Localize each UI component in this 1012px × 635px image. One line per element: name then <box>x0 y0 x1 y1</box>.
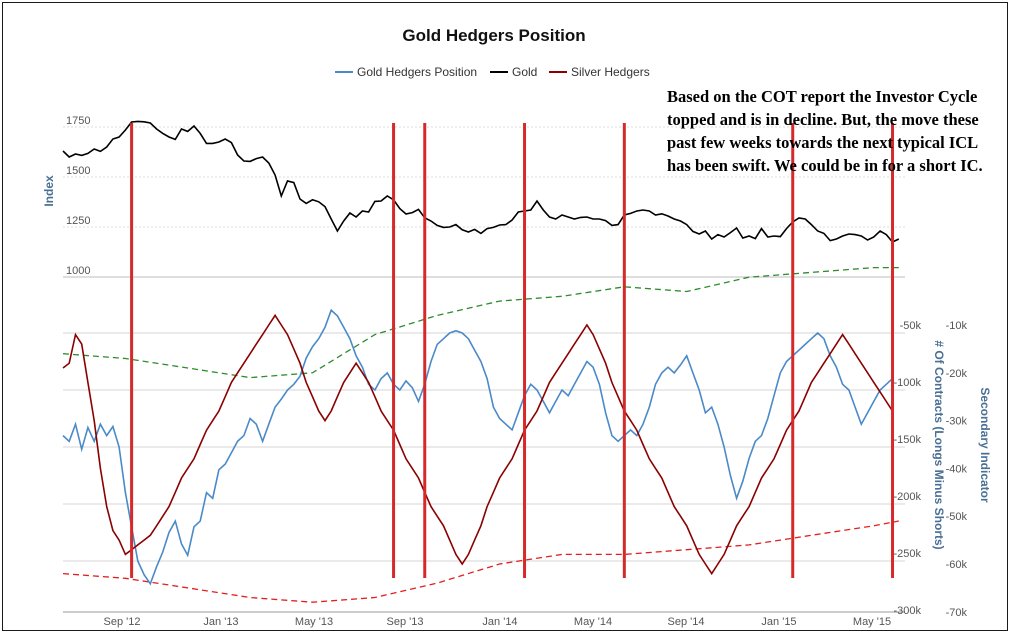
x-tick-label: May '15 <box>853 616 891 628</box>
legend: Gold Hedgers Position Gold Silver Hedger… <box>335 65 650 79</box>
secondary-tick-label: -50k <box>946 511 968 523</box>
secondary-tick-label: -70k <box>946 607 968 619</box>
series-gold-hedgers-position <box>62 308 894 586</box>
index-tick-label: 1000 <box>66 265 90 277</box>
chart-svg: Gold Hedgers Position Gold Hedgers Posit… <box>42 26 992 628</box>
x-tick-label: Jan '14 <box>482 616 517 628</box>
series-layer <box>62 120 900 603</box>
secondary-tick-label: -10k <box>946 320 968 332</box>
x-tick-label: May '13 <box>295 616 333 628</box>
index-tick-label: 1500 <box>66 165 90 177</box>
contracts-tick-label: -300k <box>893 605 921 617</box>
contracts-tick-label: -50k <box>900 320 922 332</box>
x-tick-label: Sep '12 <box>104 616 141 628</box>
x-tick-label: Jan '13 <box>203 616 238 628</box>
legend-silver-hedgers: Silver Hedgers <box>571 65 650 79</box>
series-silver-hedgers <box>62 313 894 576</box>
x-tick-label: May '14 <box>574 616 612 628</box>
x-tick-label: Sep '13 <box>387 616 424 628</box>
contracts-tick-label: -250k <box>893 548 921 560</box>
series-lower-band <box>62 520 899 603</box>
axes: 1000 1250 1500 1750 -50k -100k -150k -200k -250k… <box>66 115 967 628</box>
x-tick-label: Jan '15 <box>761 616 796 628</box>
contracts-tick-label: -100k <box>893 377 921 389</box>
marker-lines <box>130 123 895 578</box>
legend-gold: Gold <box>512 65 537 79</box>
legend-gold-hedgers: Gold Hedgers Position <box>357 65 477 79</box>
secondary-tick-label: -60k <box>946 559 968 571</box>
contracts-tick-label: -200k <box>893 491 921 503</box>
gridlines <box>63 126 905 613</box>
x-tick-label: Sep '14 <box>668 616 705 628</box>
index-tick-label: 1750 <box>66 115 90 127</box>
contracts-tick-label: -150k <box>893 434 921 446</box>
series-upper-band <box>62 266 899 379</box>
series-gold <box>62 120 900 243</box>
y-axis-title-contracts: # Of Contracts (Longs Minus Shorts) <box>932 340 946 549</box>
secondary-tick-label: -40k <box>946 463 968 475</box>
secondary-tick-label: -20k <box>946 368 968 380</box>
index-tick-label: 1250 <box>66 215 90 227</box>
y-axis-title-index: Index <box>42 175 56 207</box>
y-axis-title-secondary: Secondary Indicator <box>978 387 992 503</box>
annotation-note: Based on the COT report the Investor Cyc… <box>667 87 983 175</box>
secondary-tick-label: -30k <box>946 416 968 428</box>
chart-title: Gold Hedgers Position <box>402 26 585 45</box>
